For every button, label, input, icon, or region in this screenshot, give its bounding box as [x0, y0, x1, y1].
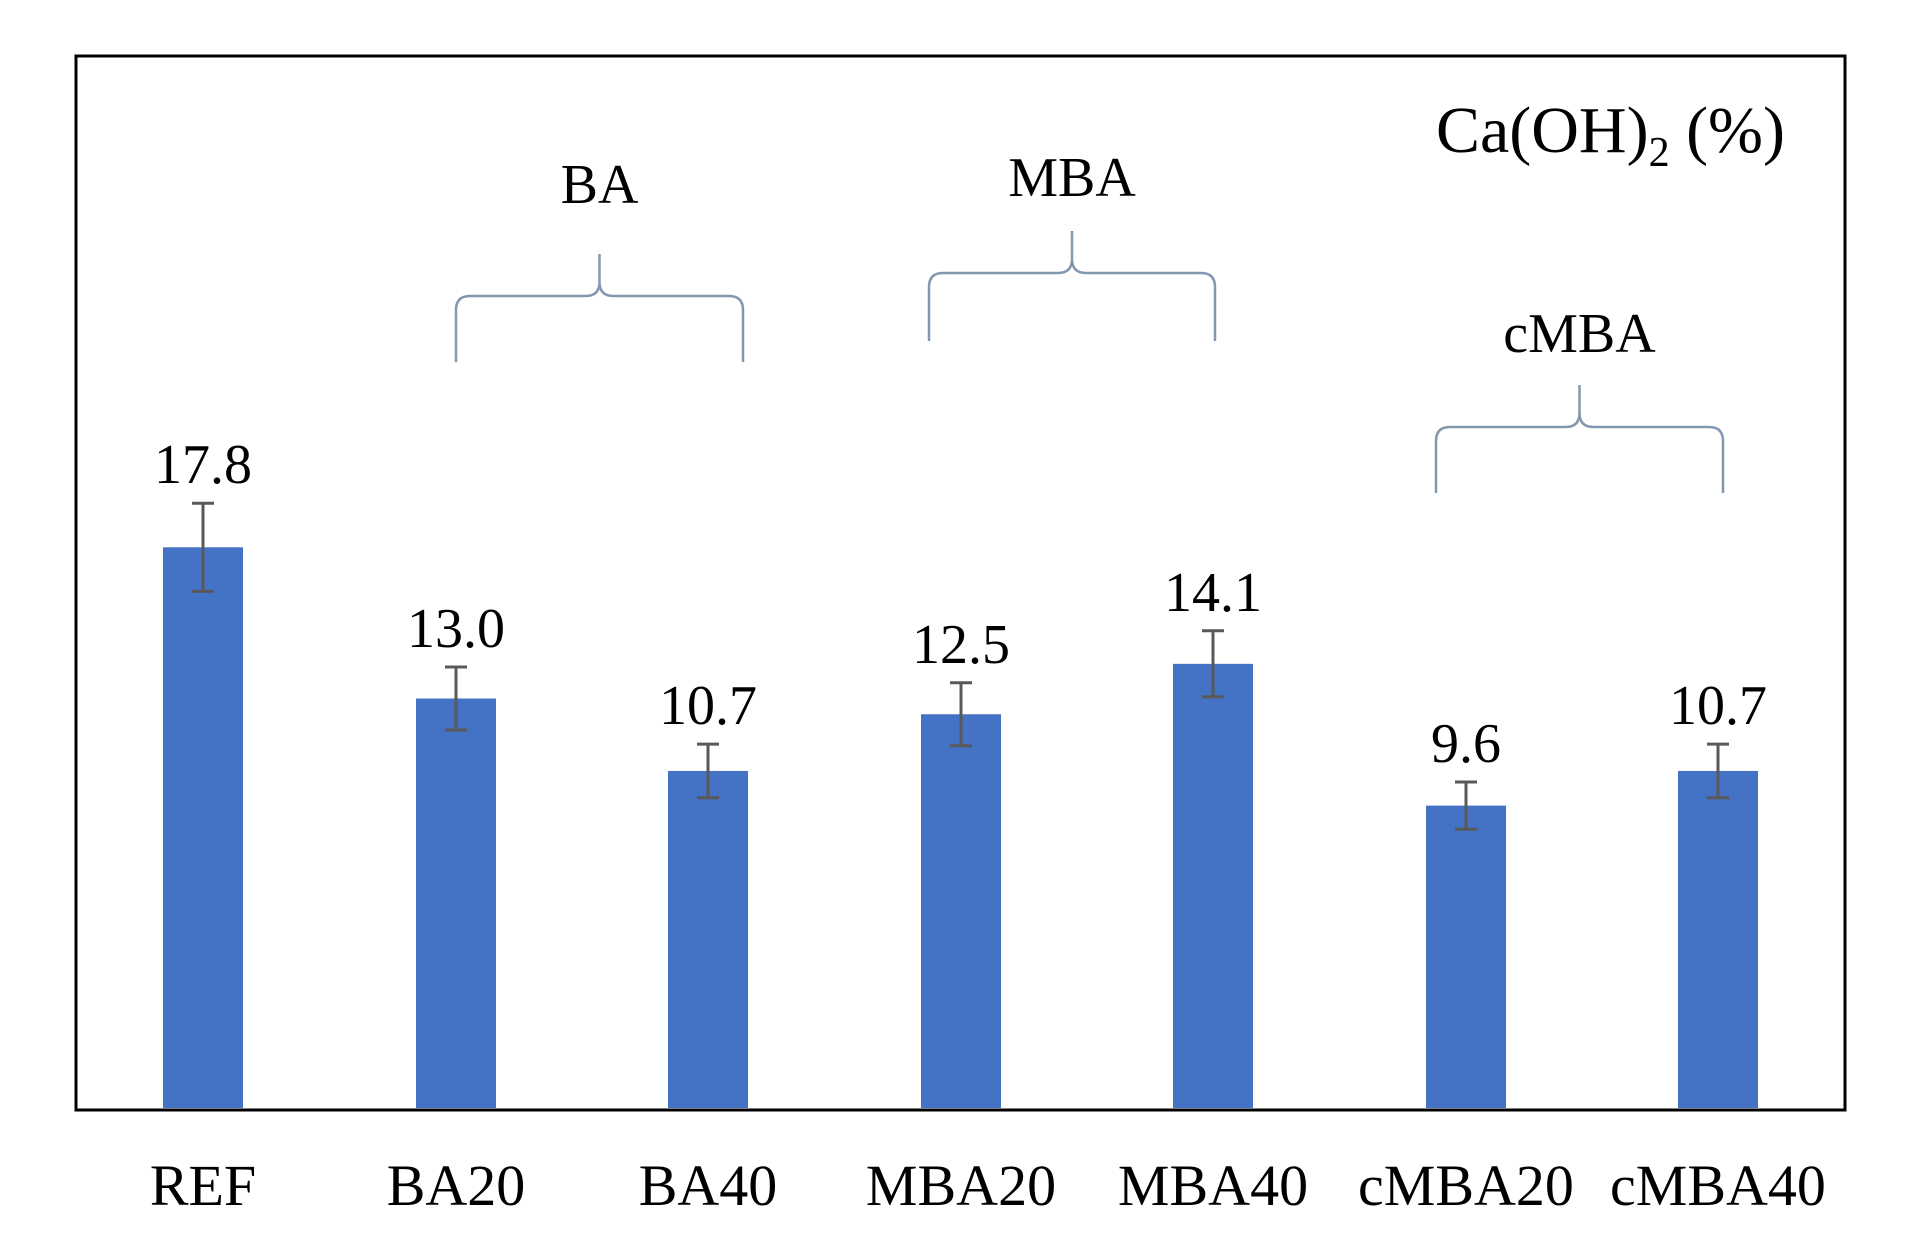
chart-title: Ca(OH)2 (%) — [1436, 94, 1785, 176]
value-label-cmba40: 10.7 — [1669, 675, 1767, 737]
error-bar-ba20 — [445, 665, 467, 732]
error-bar-ba40 — [697, 742, 719, 800]
group-label-ba: BA — [561, 154, 639, 216]
bracket-mba — [927, 231, 1217, 341]
tick-label-ba20: BA20 — [387, 1153, 526, 1218]
value-label-cmba20: 9.6 — [1431, 713, 1501, 775]
value-label-mba40: 14.1 — [1164, 562, 1262, 624]
group-label-cmba: cMBA — [1503, 303, 1656, 365]
bars — [163, 547, 1758, 1108]
tick-label-mba40: MBA40 — [1118, 1153, 1308, 1218]
tick-label-ref: REF — [150, 1153, 256, 1218]
tick-label-ba40: BA40 — [639, 1153, 778, 1218]
tick-label-cmba20: cMBA20 — [1358, 1153, 1574, 1218]
value-label-ba20: 13.0 — [407, 598, 505, 660]
bar-cmba40 — [1678, 770, 1758, 1108]
error-bar-cmba40 — [1707, 742, 1729, 800]
value-label-ref: 17.8 — [154, 434, 252, 496]
tick-label-cmba40: cMBA40 — [1610, 1153, 1826, 1218]
bar-cmba20 — [1426, 805, 1506, 1108]
bracket-cmba — [1434, 385, 1725, 493]
group-brackets: BA MBA cMBA — [454, 147, 1725, 493]
bar-ba20 — [416, 698, 496, 1108]
bar-ba40 — [668, 770, 748, 1108]
x-tick-labels: REF BA20 BA40 MBA20 MBA40 cMBA20 cMBA40 — [150, 1153, 1826, 1218]
value-labels: 17.8 13.0 10.7 12.5 14.1 9.6 10.7 — [154, 434, 1767, 775]
bar-mba40 — [1173, 663, 1253, 1108]
group-label-mba: MBA — [1008, 147, 1136, 209]
value-label-mba20: 12.5 — [912, 614, 1010, 676]
error-bars — [192, 501, 1729, 831]
value-label-ba40: 10.7 — [659, 675, 757, 737]
error-bar-mba20 — [950, 681, 972, 748]
bar-mba20 — [921, 714, 1001, 1108]
tick-label-mba20: MBA20 — [866, 1153, 1056, 1218]
bracket-ba — [454, 254, 745, 362]
error-bar-cmba20 — [1455, 780, 1477, 831]
error-bar-ref — [192, 501, 214, 593]
error-bar-mba40 — [1202, 629, 1224, 699]
bar-ref — [163, 547, 243, 1108]
